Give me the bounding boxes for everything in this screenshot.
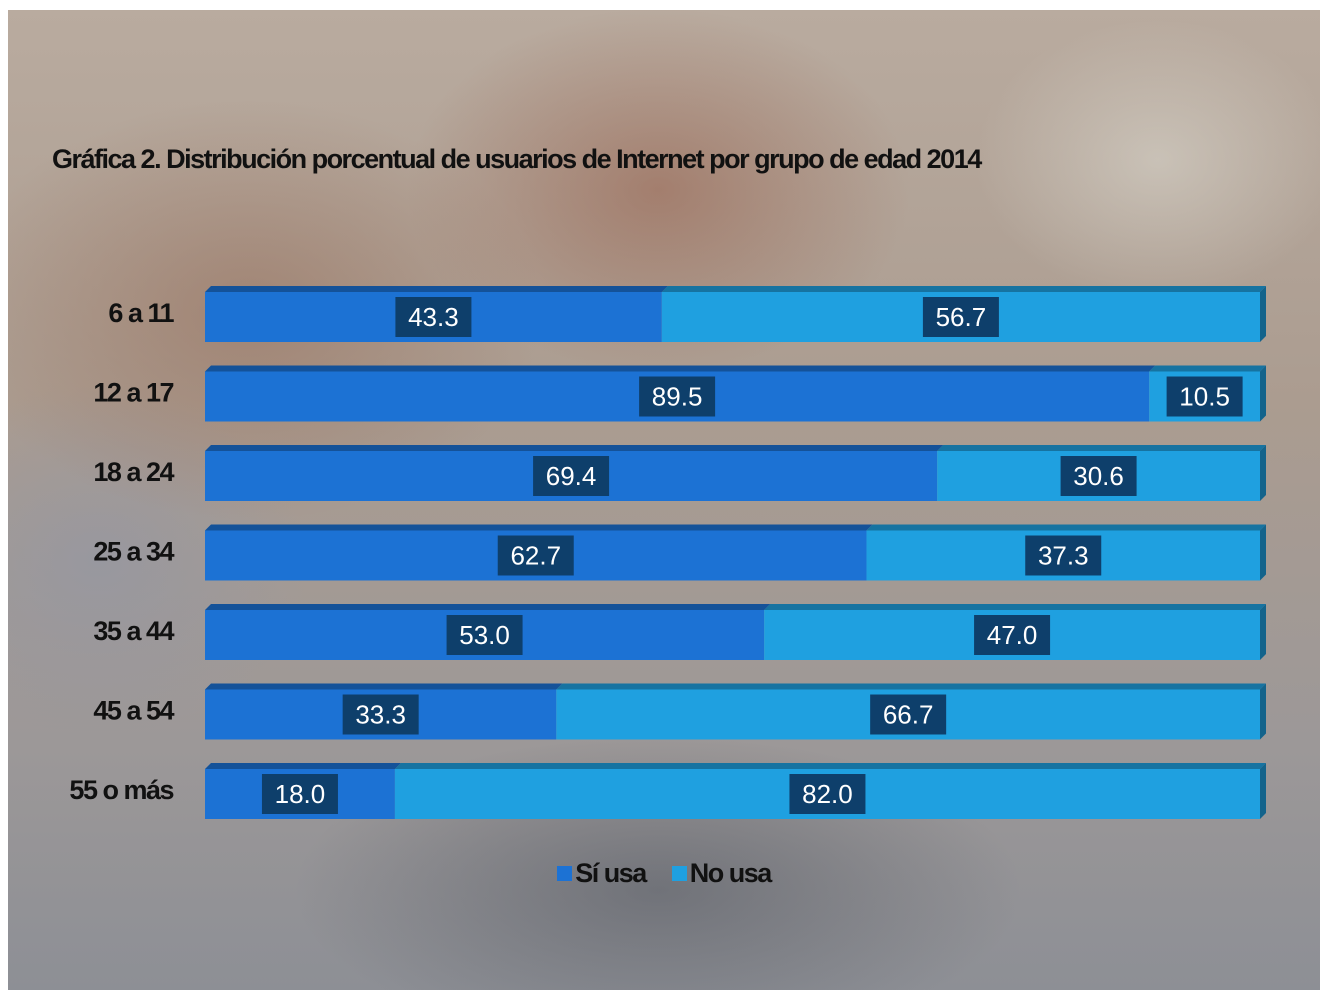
data-label-box bbox=[261, 774, 338, 814]
bar-chart: 6 a 11 43.3 56.7 12 a 17 89.5 10.5 18 a 24 69.4… bbox=[69, 286, 1266, 819]
bar-side bbox=[1260, 683, 1266, 740]
legend-swatch bbox=[557, 866, 573, 881]
data-label-box bbox=[639, 376, 716, 417]
bar-top-si-usa bbox=[205, 365, 1156, 372]
bar-side bbox=[1260, 604, 1266, 660]
data-label-si-usa: 43.3 bbox=[408, 302, 459, 332]
data-label-no-usa: 66.7 bbox=[883, 700, 934, 730]
data-label-box bbox=[789, 774, 866, 814]
category-label: 45 a 54 bbox=[93, 696, 174, 726]
data-label-box bbox=[870, 694, 947, 735]
data-label-box bbox=[533, 456, 610, 496]
data-label-box bbox=[1166, 376, 1243, 417]
data-label-si-usa: 89.5 bbox=[652, 382, 703, 412]
legend-swatch bbox=[671, 866, 687, 881]
bar-top-si-usa bbox=[205, 763, 401, 769]
data-label-no-usa: 56.7 bbox=[936, 302, 987, 332]
category-label: 12 a 17 bbox=[93, 378, 173, 408]
data-label-no-usa: 82.0 bbox=[802, 779, 853, 809]
bar-top-si-usa bbox=[205, 445, 944, 451]
data-label-si-usa: 18.0 bbox=[275, 779, 326, 809]
legend: Sí usa No usa bbox=[8, 858, 1320, 889]
bar-side bbox=[1260, 445, 1266, 501]
data-label-box bbox=[497, 535, 574, 576]
data-label-box bbox=[1025, 535, 1102, 576]
legend-item-no-usa: No usa bbox=[671, 858, 773, 889]
bar-top-si-usa bbox=[205, 286, 668, 292]
chart-title: Gráfica 2. Distribución porcentual de us… bbox=[52, 144, 982, 174]
data-label-box bbox=[395, 297, 472, 337]
legend-label: Sí usa bbox=[575, 858, 647, 888]
bar-side bbox=[1260, 763, 1266, 819]
slide-background: Gráfica 2. Distribución porcentual de us… bbox=[8, 10, 1320, 990]
bar-top-no-usa bbox=[1149, 365, 1266, 372]
bar-side bbox=[1260, 286, 1266, 342]
category-label: 55 o más bbox=[69, 775, 173, 805]
data-label-no-usa: 30.6 bbox=[1073, 461, 1124, 491]
bar-top-si-usa bbox=[205, 524, 873, 531]
bar-top-si-usa bbox=[205, 683, 563, 690]
data-label-no-usa: 10.5 bbox=[1179, 382, 1230, 412]
category-label: 18 a 24 bbox=[93, 457, 174, 487]
bar-top-si-usa bbox=[205, 604, 771, 610]
bar-top-no-usa bbox=[394, 763, 1266, 769]
legend-label: No usa bbox=[689, 858, 773, 888]
data-label-si-usa: 62.7 bbox=[510, 541, 561, 571]
data-label-box bbox=[974, 615, 1051, 655]
bar-top-no-usa bbox=[556, 683, 1266, 690]
data-label-box bbox=[922, 297, 999, 337]
bar-side bbox=[1260, 524, 1266, 581]
data-label-no-usa: 47.0 bbox=[987, 620, 1038, 650]
category-label: 25 a 34 bbox=[93, 537, 174, 567]
data-label-si-usa: 33.3 bbox=[355, 700, 406, 730]
data-label-si-usa: 53.0 bbox=[459, 620, 510, 650]
data-label-si-usa: 69.4 bbox=[546, 461, 597, 491]
data-label-no-usa: 37.3 bbox=[1038, 541, 1089, 571]
bar-top-no-usa bbox=[866, 524, 1266, 531]
bar-top-no-usa bbox=[764, 604, 1266, 610]
bar-top-no-usa bbox=[661, 286, 1266, 292]
category-label: 35 a 44 bbox=[93, 616, 174, 646]
data-label-box bbox=[446, 615, 523, 655]
data-label-box bbox=[1060, 456, 1137, 496]
bar-side bbox=[1260, 365, 1266, 422]
data-label-box bbox=[342, 694, 419, 735]
category-label: 6 a 11 bbox=[108, 298, 174, 328]
bar-top-no-usa bbox=[937, 445, 1266, 451]
legend-item-si-usa: Sí usa bbox=[557, 858, 647, 889]
